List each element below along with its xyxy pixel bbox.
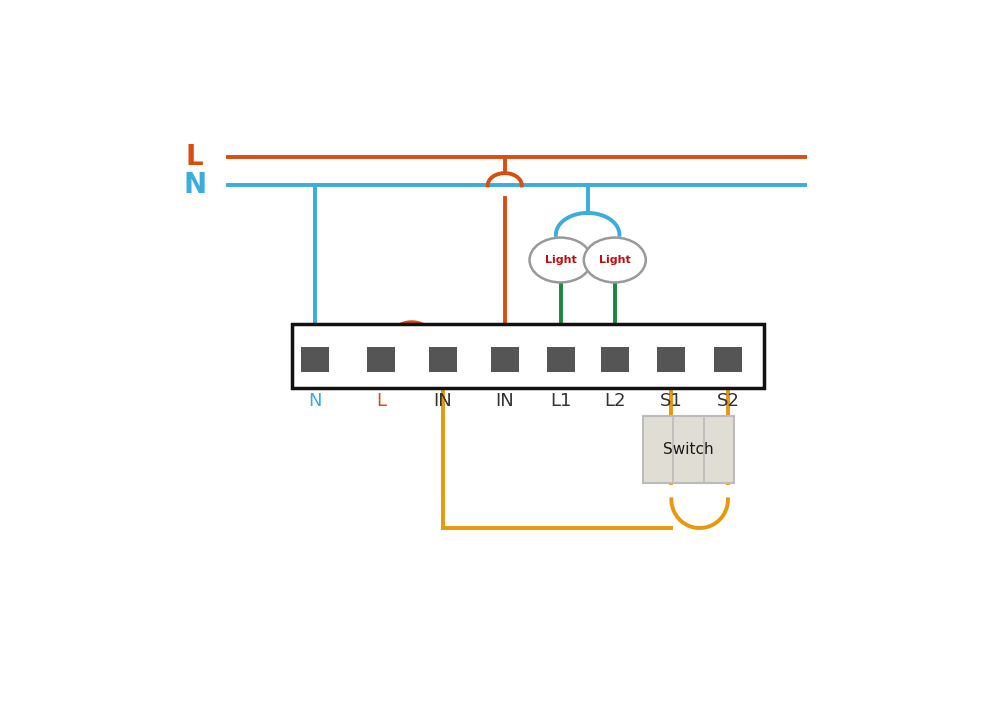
Text: N: N xyxy=(308,392,322,411)
Bar xyxy=(547,347,574,371)
Bar xyxy=(491,347,519,371)
Text: L: L xyxy=(186,143,204,171)
Bar xyxy=(292,324,764,388)
Text: N: N xyxy=(183,172,206,199)
Bar xyxy=(657,347,685,371)
Text: Light: Light xyxy=(545,255,576,265)
Bar xyxy=(367,347,395,371)
Text: S1: S1 xyxy=(660,392,683,411)
Text: S2: S2 xyxy=(717,392,739,411)
Text: L2: L2 xyxy=(604,392,626,411)
Bar xyxy=(301,347,329,371)
Text: IN: IN xyxy=(495,392,514,411)
Bar xyxy=(429,347,457,371)
Bar xyxy=(601,347,629,371)
Circle shape xyxy=(584,237,646,282)
Bar xyxy=(643,416,734,483)
Bar xyxy=(714,347,742,371)
Text: Light: Light xyxy=(599,255,631,265)
Circle shape xyxy=(530,237,592,282)
Text: L: L xyxy=(376,392,386,411)
Text: L1: L1 xyxy=(550,392,571,411)
Text: IN: IN xyxy=(433,392,452,411)
Text: Switch: Switch xyxy=(663,442,714,457)
